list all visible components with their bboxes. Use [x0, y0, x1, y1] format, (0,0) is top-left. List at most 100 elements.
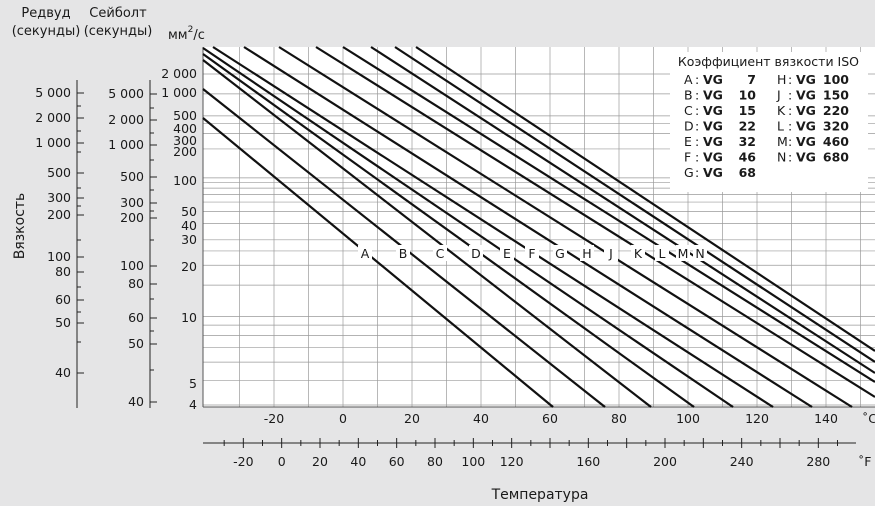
x-tick-celsius: 80 — [611, 411, 627, 426]
legend-colon: : — [695, 165, 699, 180]
legend-entry-c: C: VG 15 — [684, 103, 756, 118]
legend-code: K — [777, 103, 786, 118]
curve-label-k: K — [634, 246, 643, 261]
legend-code: D — [684, 119, 694, 134]
legend-code: H — [777, 72, 786, 87]
curve-label-bg — [525, 245, 539, 261]
x-tick-celsius: 140 — [814, 411, 838, 426]
curve-label-d: D — [471, 246, 481, 261]
legend-code: G — [684, 165, 694, 180]
curve-label-b: B — [399, 246, 408, 261]
y-tick-saybolt: 50 — [128, 336, 144, 351]
curve-label-bg — [676, 245, 690, 261]
curve-label-bg — [500, 245, 514, 261]
x-tick-celsius: -20 — [264, 411, 284, 426]
saybolt-header-line1: Сейболт — [89, 6, 147, 21]
legend-colon: : — [695, 88, 699, 103]
y-tick-redwood: 300 — [47, 190, 71, 205]
y-tick-main: 100 — [173, 173, 197, 188]
y-tick-main: 50 — [181, 204, 197, 219]
legend-grade: VG — [796, 88, 816, 103]
legend-title: Коэффициент вязкости ISO — [678, 54, 859, 69]
curve-label-bg — [604, 245, 618, 261]
y-tick-saybolt: 2 000 — [108, 112, 144, 127]
legend-entry-n: N: VG 680 — [777, 150, 849, 165]
legend-entry-g: G: VG 68 — [684, 165, 756, 180]
legend-entry-d: D: VG 22 — [684, 119, 756, 134]
legend-grade: VG — [703, 103, 723, 118]
y-tick-main: 1 000 — [161, 85, 197, 100]
legend-code: E — [684, 134, 692, 149]
y-tick-main: 30 — [181, 232, 197, 247]
legend-value: 7 — [747, 72, 756, 87]
y-tick-redwood: 80 — [55, 264, 71, 279]
legend-entry-m: M: VG 460 — [777, 134, 849, 149]
x-tick-celsius: 20 — [404, 411, 420, 426]
legend-code: C — [684, 103, 693, 118]
legend-value: 15 — [739, 103, 756, 118]
y-tick-redwood: 100 — [47, 249, 71, 264]
curve-label-bg — [693, 245, 707, 261]
legend-grade: VG — [703, 165, 723, 180]
legend-entry-e: E: VG 32 — [684, 134, 756, 149]
legend-code: L — [777, 119, 784, 134]
y-tick-saybolt: 300 — [120, 195, 144, 210]
x-tick-celsius: 100 — [676, 411, 700, 426]
x-tick-fahrenheit: 60 — [389, 454, 405, 469]
legend-entry-f: F: VG 46 — [684, 150, 756, 165]
curve-l — [370, 46, 875, 374]
legend-code: F — [684, 150, 691, 165]
y-tick-redwood: 200 — [47, 207, 71, 222]
y-tick-redwood: 60 — [55, 292, 71, 307]
y-tick-saybolt: 40 — [128, 394, 144, 409]
x-tick-fahrenheit: 120 — [500, 454, 524, 469]
y-tick-redwood: 5 000 — [35, 85, 71, 100]
legend-value: 100 — [823, 72, 849, 87]
curve-n — [415, 46, 875, 352]
legend-grade: VG — [703, 88, 723, 103]
legend-value: 150 — [823, 88, 849, 103]
legend-entry-a: A: VG 7 — [684, 72, 756, 87]
y-tick-saybolt: 1 000 — [108, 137, 144, 152]
curve-label-bg — [433, 245, 447, 261]
legend-value: 22 — [739, 119, 756, 134]
legend-colon: : — [788, 88, 792, 103]
legend-colon: : — [695, 150, 699, 165]
curve-c — [202, 59, 652, 408]
x-tick-fahrenheit: 280 — [806, 454, 830, 469]
x-tick-fahrenheit: 20 — [312, 454, 328, 469]
legend-value: 220 — [823, 103, 849, 118]
legend-code: A — [684, 72, 693, 87]
curve-k — [342, 46, 875, 383]
y-tick-redwood: 2 000 — [35, 110, 71, 125]
y-tick-main: 300 — [173, 133, 197, 148]
legend-entry-j: J: VG 150 — [776, 88, 849, 103]
x-tick-fahrenheit: 240 — [730, 454, 754, 469]
legend-colon: : — [788, 103, 792, 118]
y-tick-redwood: 500 — [47, 165, 71, 180]
y-tick-saybolt: 100 — [120, 258, 144, 273]
legend-colon: : — [695, 134, 699, 149]
legend-value: 68 — [739, 165, 756, 180]
x-unit-fahrenheit: ˚F — [858, 454, 871, 469]
y-tick-main: 400 — [173, 121, 197, 136]
legend-grade: VG — [796, 134, 816, 149]
legend-value: 320 — [823, 119, 849, 134]
curve-label-g: G — [555, 246, 565, 261]
curve-label-c: C — [436, 246, 445, 261]
viscosity-unit-label: мм2/с — [168, 25, 205, 43]
curve-label-bg — [469, 245, 483, 261]
x-tick-fahrenheit: 0 — [278, 454, 286, 469]
curve-label-a: A — [361, 246, 370, 261]
y-tick-redwood: 1 000 — [35, 135, 71, 150]
legend-code: B — [684, 88, 693, 103]
x-tick-fahrenheit: 200 — [653, 454, 677, 469]
curve-e — [202, 47, 734, 408]
curve-label-bg — [553, 245, 567, 261]
legend-colon: : — [788, 72, 792, 87]
legend-grade: VG — [703, 150, 723, 165]
curve-label-n: N — [695, 246, 704, 261]
legend-grade: VG — [796, 150, 816, 165]
